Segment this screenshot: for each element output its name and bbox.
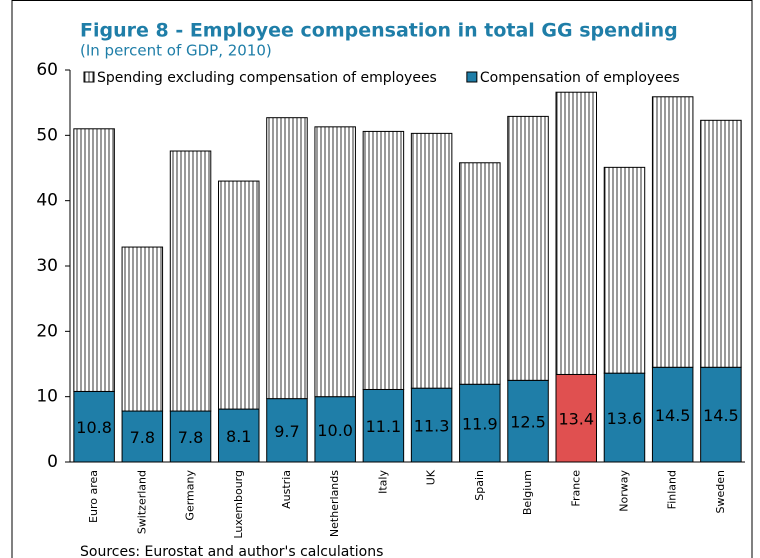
legend-swatch xyxy=(466,71,478,83)
x-tick-label: Austria xyxy=(280,470,293,509)
x-tick-label: France xyxy=(569,470,582,507)
value-label: 7.8 xyxy=(130,428,155,447)
x-tick-label: Spain xyxy=(473,470,486,501)
chart-title: Figure 8 - Employee compensation in tota… xyxy=(80,20,678,42)
y-tick-label: 40 xyxy=(36,191,58,211)
bar-segment xyxy=(218,180,260,410)
y-tick-label: 60 xyxy=(36,60,58,80)
bar-segment xyxy=(603,166,646,374)
bar-segment xyxy=(169,150,212,412)
value-label: 11.3 xyxy=(414,417,450,436)
x-tick-label: Germany xyxy=(184,470,197,521)
bar-segment xyxy=(314,396,356,463)
bar-segment xyxy=(169,410,212,463)
legend-label: Spending excluding compensation of emplo… xyxy=(97,70,437,86)
x-tick-label: Euro area xyxy=(87,470,100,523)
y-tick-label: 0 xyxy=(47,452,58,472)
value-label: 14.5 xyxy=(655,406,691,425)
x-tick-label: Norway xyxy=(617,470,630,512)
bar-segment xyxy=(555,91,597,375)
x-tick-label: Italy xyxy=(376,470,389,494)
value-label: 8.1 xyxy=(226,427,251,446)
value-label: 9.7 xyxy=(274,422,299,441)
x-tick-label: Finland xyxy=(666,470,679,509)
chart-subtitle: (In percent of GDP, 2010) xyxy=(80,42,272,60)
value-label: 7.8 xyxy=(178,428,203,447)
y-tick-label: 20 xyxy=(36,321,58,341)
bar-segment xyxy=(266,398,308,463)
bar-segment xyxy=(459,383,501,463)
bar-segment xyxy=(459,162,501,385)
value-label: 11.1 xyxy=(366,417,402,436)
bar-segment xyxy=(218,408,260,463)
bar-segment xyxy=(651,366,694,463)
bar-segment xyxy=(362,130,405,390)
x-tick-label: Luxembourg xyxy=(232,470,245,539)
bar-segment xyxy=(362,388,405,463)
y-tick-label: 30 xyxy=(36,256,58,276)
bar-segment xyxy=(507,115,549,381)
legend-label: Compensation of employees xyxy=(480,70,680,86)
x-tick-label: Netherlands xyxy=(328,470,341,537)
bar-segment xyxy=(314,126,356,398)
bar-segment xyxy=(507,379,549,463)
bar-segment xyxy=(410,387,453,463)
x-tick-label: UK xyxy=(425,469,438,485)
bar-segment xyxy=(410,132,453,389)
legend-swatch xyxy=(83,71,95,83)
source-note: Sources: Eurostat and author's calculati… xyxy=(80,544,383,558)
bar-segment xyxy=(73,128,115,392)
y-tick-label: 10 xyxy=(36,387,58,407)
value-label: 10.0 xyxy=(317,421,353,440)
frame xyxy=(11,0,753,558)
value-label: 12.5 xyxy=(510,413,546,432)
bar-segment xyxy=(700,119,742,368)
value-label: 13.4 xyxy=(558,410,594,429)
x-tick-label: Switzerland xyxy=(135,470,148,534)
value-label: 14.5 xyxy=(703,406,739,425)
bar-segment xyxy=(266,117,308,400)
bar-segment xyxy=(555,373,597,463)
x-tick-label: Belgium xyxy=(521,470,534,515)
bar-segment xyxy=(603,372,646,463)
value-label: 13.6 xyxy=(607,409,643,428)
value-label: 10.8 xyxy=(76,418,112,437)
bar-segment xyxy=(121,246,164,412)
value-label: 11.9 xyxy=(462,415,498,434)
x-tick-label: Sweden xyxy=(714,470,727,513)
bar-segment xyxy=(651,96,694,368)
y-tick-label: 50 xyxy=(36,125,58,145)
